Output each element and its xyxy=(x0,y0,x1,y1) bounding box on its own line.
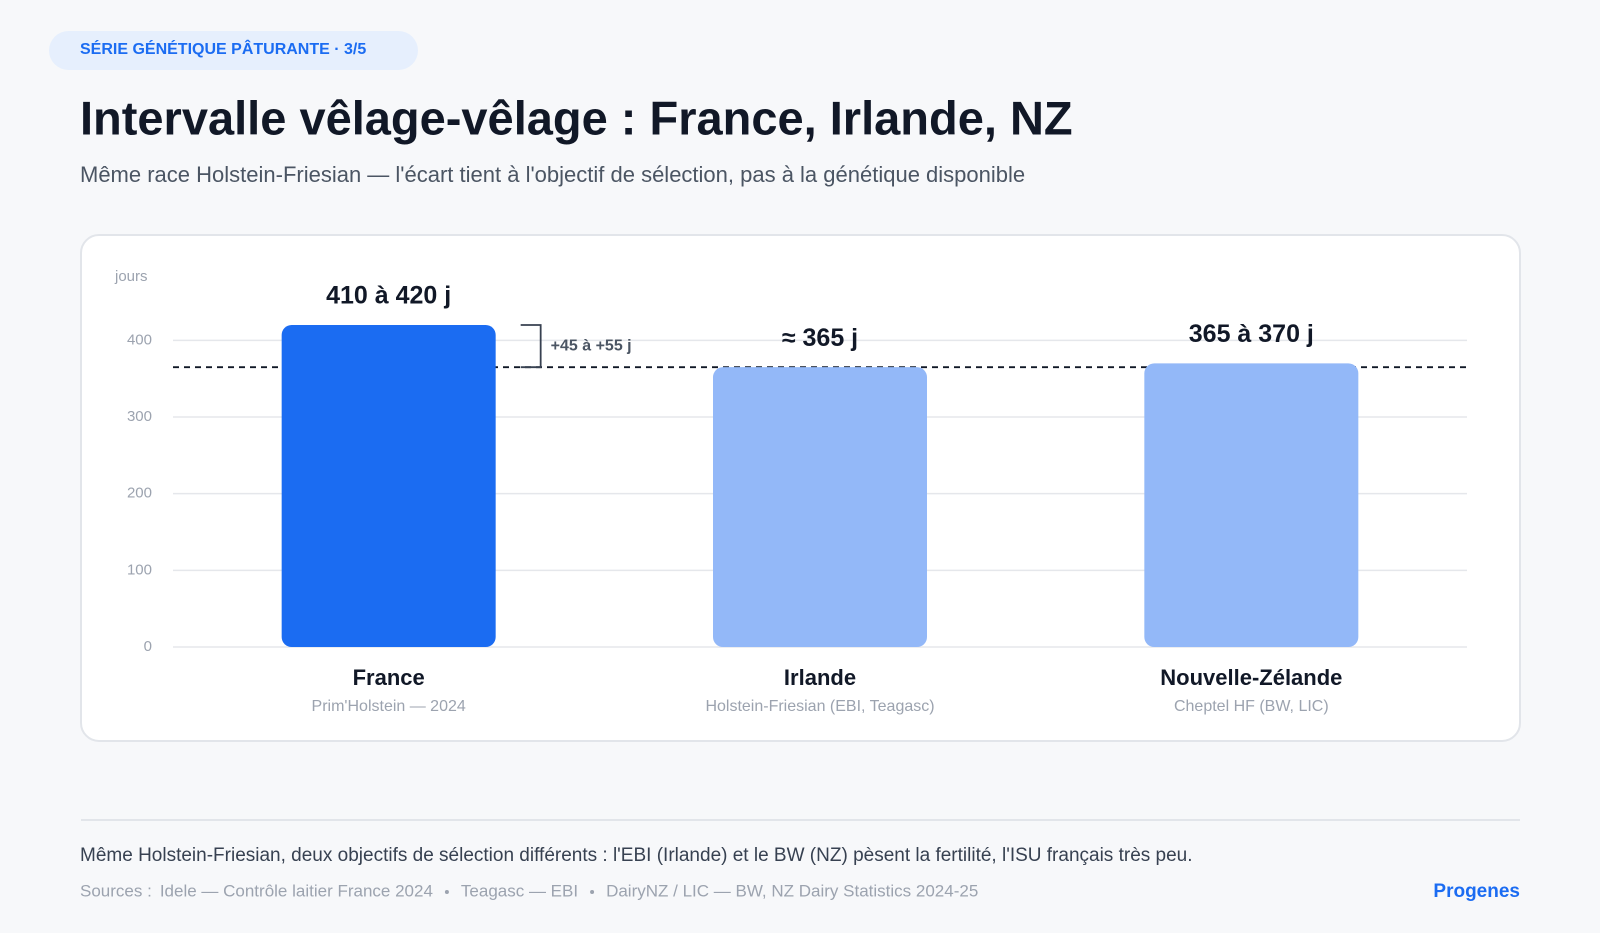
bar xyxy=(1144,363,1359,647)
source: Idele — Contrôle laitier France 2024 xyxy=(160,881,433,900)
gap-bracket xyxy=(520,324,542,369)
y-tick-label: 300 xyxy=(127,408,152,425)
x-tick-label: Irlande xyxy=(784,665,856,690)
source: DairyNZ / LIC — BW, NZ Dairy Statistics … xyxy=(606,881,978,900)
brand[interactable]: Progenes xyxy=(1433,881,1520,902)
value-label: ≈ 365 j xyxy=(782,324,858,352)
x-tick-label: France xyxy=(353,665,425,690)
x-tick-label: Nouvelle-Zélande xyxy=(1160,665,1342,690)
subtitle: Même race Holstein-Friesian — l'écart ti… xyxy=(80,162,1025,187)
footnote: Même Holstein-Friesian, deux objectifs d… xyxy=(80,845,1193,866)
value-label: 365 à 370 j xyxy=(1189,320,1314,348)
category-note: Prim'Holstein — 2024 xyxy=(312,698,466,715)
title: Intervalle vêlage-vêlage : France, Irlan… xyxy=(80,91,1073,144)
annotation: +45 à +55 j xyxy=(551,337,632,354)
value-label: 410 à 420 j xyxy=(326,282,451,310)
badge: SÉRIE GÉNÉTIQUE PÂTURANTE · 3/5 xyxy=(80,39,366,58)
badge-bg xyxy=(49,31,418,70)
separator xyxy=(444,890,449,894)
y-tick-label: 0 xyxy=(144,638,152,655)
bar xyxy=(281,325,496,647)
separator xyxy=(590,890,595,894)
y-tick-label: 200 xyxy=(127,485,152,502)
sources-label: Sources : xyxy=(80,881,152,900)
y-tick-label: 400 xyxy=(127,331,152,348)
y-axis-label: jours xyxy=(114,268,148,285)
category-note: Cheptel HF (BW, LIC) xyxy=(1174,698,1329,715)
bar xyxy=(713,367,927,647)
y-tick-label: 100 xyxy=(127,561,152,578)
source: Teagasc — EBI xyxy=(461,881,578,900)
category-note: Holstein-Friesian (EBI, Teagasc) xyxy=(705,698,934,715)
